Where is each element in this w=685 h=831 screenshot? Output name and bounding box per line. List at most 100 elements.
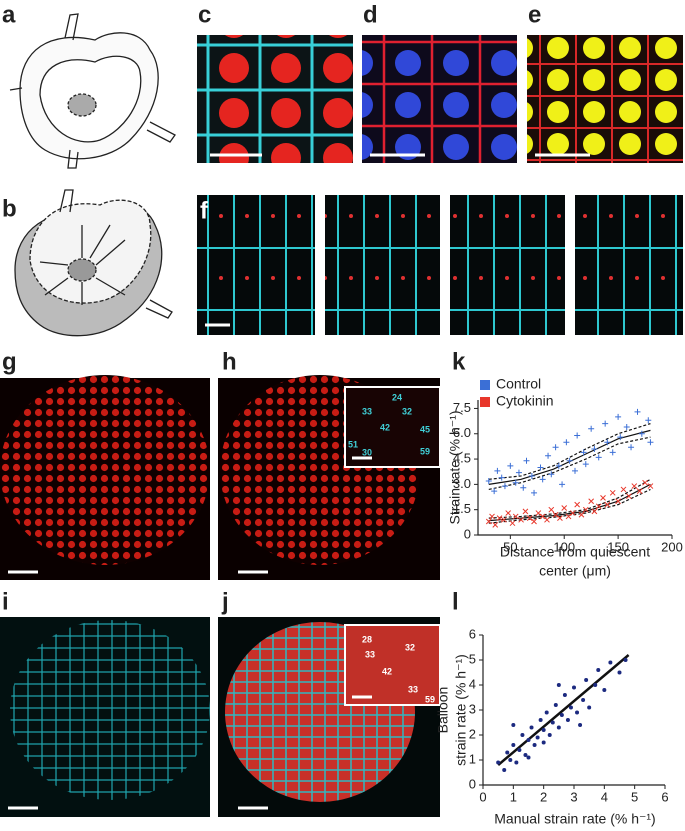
point [548,471,555,478]
point [512,479,519,486]
point [565,513,572,520]
point [595,503,602,510]
panel-label: e [528,1,541,28]
point [523,457,530,464]
drawing-a [9,13,176,169]
inset-label: 32 [402,406,412,416]
point [555,462,562,469]
y-axis-label: strain rate (% h⁻¹) [453,654,469,766]
point [556,683,561,687]
point [581,698,586,702]
point [550,720,555,725]
point [634,408,641,415]
inset-label: 42 [382,666,392,676]
point [556,725,561,730]
point [547,733,552,737]
y-tick-label: 1.5 [453,501,471,516]
x-tick-label: 200 [661,539,683,554]
point [587,705,592,710]
point [578,723,583,727]
point [609,489,616,496]
inset-h-labels: 24 32 33 42 45 51 30 59 [348,392,430,457]
point [544,516,550,523]
point [582,506,589,513]
inset-label: 33 [408,684,418,694]
panel-label: l [452,588,459,615]
point [548,506,555,513]
point [563,439,570,446]
point [514,760,519,765]
inset-label: 32 [405,642,415,652]
y-tick-label: 7.5 [453,400,471,415]
point [559,713,564,717]
point [502,768,507,772]
point [631,483,638,489]
point [636,488,643,494]
point [517,748,522,752]
y-tick-label: 6 [469,626,476,641]
x-tick-label: 100 [553,539,575,554]
y-tick-label: 6.0 [453,425,471,440]
panel-label: c [198,1,211,28]
point [545,452,552,459]
fit-line [497,654,630,766]
x-axis-label: center (μm) [539,563,611,579]
point [578,511,585,518]
point [508,758,513,762]
point [535,735,540,740]
inset-j-labels: 28 32 33 42 33 59 [362,634,435,704]
tissue-g [0,375,210,565]
point [591,508,598,515]
panel-label: k [452,348,466,375]
point [507,462,514,469]
point [505,510,512,516]
point [566,457,573,464]
point [574,432,581,439]
point [582,461,589,468]
point [496,515,503,521]
point [596,668,601,672]
image-f2 [325,195,440,335]
point [569,510,576,516]
panel-label: d [363,1,378,28]
point [593,683,598,687]
panel-label: f [200,197,209,224]
x-axis-label: Manual strain rate (% h⁻¹) [494,811,655,827]
point [617,670,622,675]
point [568,705,573,710]
panel-label: i [2,588,9,615]
point [638,430,645,437]
fit-line [488,483,651,522]
y-axis-label: Balloon [435,687,451,734]
point [501,516,507,523]
inset-label: 33 [365,649,375,659]
point [522,508,529,515]
point [526,738,531,742]
point [528,472,535,479]
point [491,488,498,495]
inset-label: 33 [362,406,372,416]
x-tick-label: 6 [661,789,668,804]
point [532,743,537,747]
point [539,513,546,520]
y-tick-label: 3 [469,701,476,716]
x-tick-label: 0 [479,789,486,804]
point [647,483,654,489]
inset-h [344,386,441,468]
point [541,728,546,732]
point [559,481,566,488]
point [494,467,501,474]
y-tick-label: 4 [469,676,476,691]
inset-label: 30 [362,447,372,457]
image-e [527,35,683,163]
point [557,515,563,521]
point [608,660,613,665]
y-tick-label: 5 [469,651,476,666]
point [617,434,624,441]
point [580,449,587,456]
point [526,755,531,760]
y-tick-label: 0 [464,526,471,541]
x-tick-label: 1 [510,789,517,804]
